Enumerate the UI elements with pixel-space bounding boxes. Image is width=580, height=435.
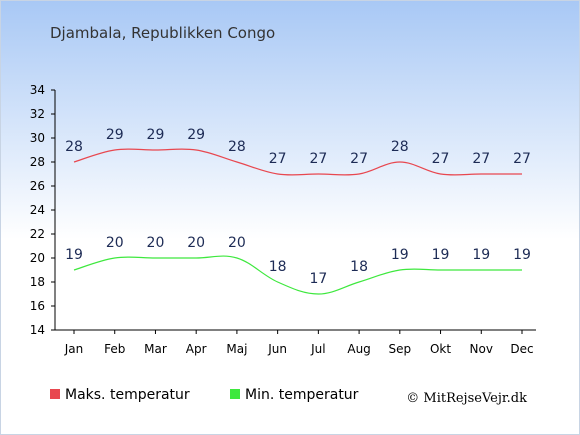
x-tick-label: Jun — [267, 342, 287, 356]
legend-label: Maks. temperatur — [65, 387, 190, 403]
x-tick-label: Nov — [470, 342, 493, 356]
y-tick-label: 32 — [30, 107, 45, 121]
x-tick-label: Apr — [186, 342, 207, 356]
data-label: 20 — [187, 235, 205, 251]
data-label: 19 — [391, 247, 409, 263]
series-line-max — [73, 148, 522, 176]
data-label: 28 — [228, 139, 246, 155]
data-label: 28 — [65, 139, 83, 155]
x-tick-label: Aug — [347, 342, 370, 356]
y-tick-label: 20 — [30, 251, 45, 265]
x-tick-label: Feb — [104, 342, 125, 356]
x-tick-label: Sep — [389, 342, 412, 356]
y-tick-label: 34 — [30, 83, 45, 97]
y-tick-label: 18 — [30, 275, 45, 289]
data-label: 27 — [432, 151, 450, 167]
copyright-text: © MitRejseVejr.dk — [406, 391, 527, 406]
x-tick-label: Jul — [310, 342, 325, 356]
y-tick-label: 26 — [30, 179, 45, 193]
chart-title: Djambala, Republikken Congo — [50, 24, 275, 42]
series-line-min — [73, 255, 522, 295]
data-label: 20 — [228, 235, 246, 251]
data-label: 29 — [187, 127, 205, 143]
data-label: 20 — [147, 235, 165, 251]
data-label: 18 — [350, 259, 368, 275]
y-tick-label: 24 — [30, 203, 45, 217]
x-tick-label: Jan — [64, 342, 84, 356]
y-tick-label: 28 — [30, 155, 45, 169]
data-label: 29 — [147, 127, 165, 143]
legend-swatch — [230, 389, 240, 399]
x-tick-label: Maj — [226, 342, 247, 356]
y-tick-label: 16 — [30, 299, 45, 313]
x-tick-label: Okt — [430, 342, 451, 356]
data-label: 18 — [269, 259, 287, 275]
data-label: 19 — [65, 247, 83, 263]
legend-label: Min. temperatur — [245, 387, 359, 403]
data-label: 27 — [472, 151, 490, 167]
axes: 14 16 18 20 22 24 26 28 30 32 34 Jan Feb Mar Apr Maj Jun… — [30, 83, 536, 356]
data-label: 19 — [432, 247, 450, 263]
legend: Maks. temperatur Min. temperatur — [50, 387, 359, 403]
data-label: 27 — [309, 151, 327, 167]
data-label: 17 — [309, 271, 327, 287]
x-tick-label: Mar — [144, 342, 167, 356]
series-layer — [73, 148, 522, 295]
data-label: 20 — [106, 235, 124, 251]
y-tick-label: 14 — [30, 323, 45, 337]
data-label: 27 — [513, 151, 531, 167]
data-label: 27 — [350, 151, 368, 167]
data-labels: 28 29 29 29 28 27 27 27 28 27 27 27 19 20 20 20 20 18 17 18… — [65, 127, 531, 287]
data-label: 27 — [269, 151, 287, 167]
data-label: 28 — [391, 139, 409, 155]
y-tick-label: 22 — [30, 227, 45, 241]
y-tick-label: 30 — [30, 131, 45, 145]
legend-swatch — [50, 389, 60, 399]
data-label: 19 — [513, 247, 531, 263]
data-label: 29 — [106, 127, 124, 143]
x-tick-label: Dec — [510, 342, 533, 356]
data-label: 19 — [472, 247, 490, 263]
